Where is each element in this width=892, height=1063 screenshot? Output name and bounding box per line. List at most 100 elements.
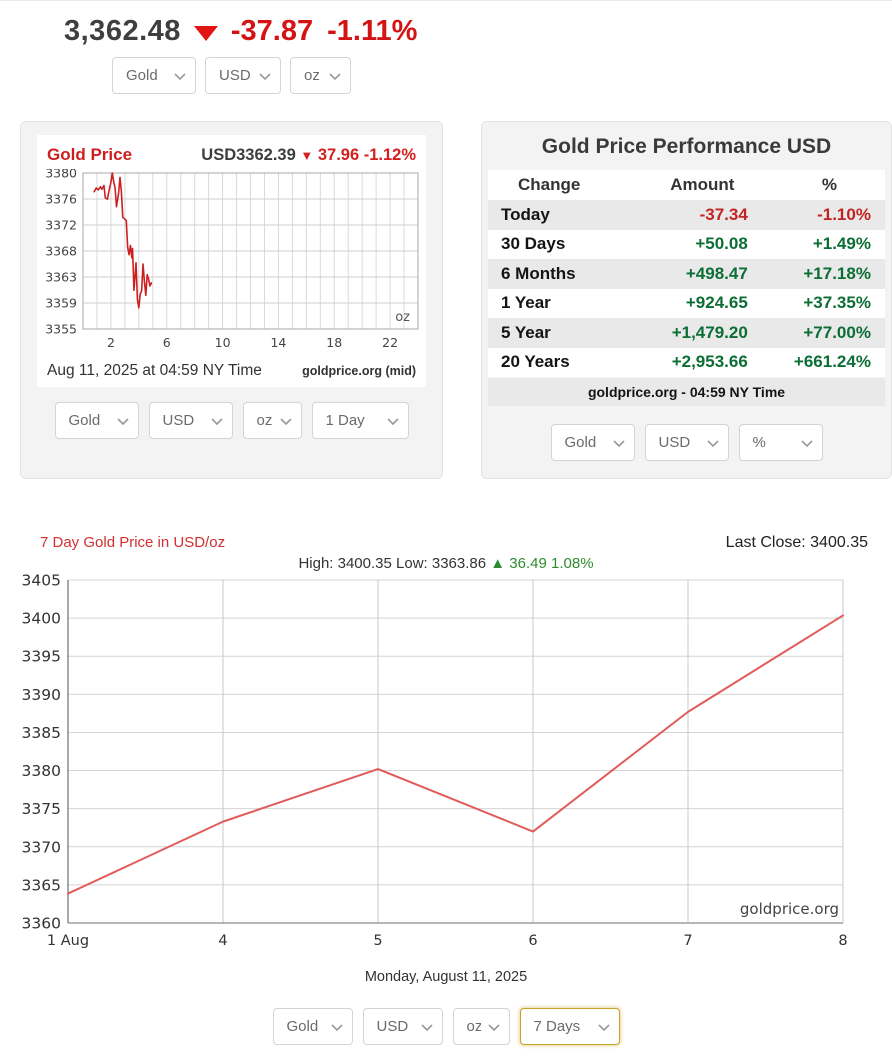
unit-select-wrapper: % (738, 424, 823, 461)
performance-selectors: Gold USD % (482, 424, 891, 461)
svg-text:6: 6 (528, 933, 537, 949)
table-row: 30 Days +50.08 +1.49% (488, 229, 885, 259)
currency-select-wrapper: USD (362, 1008, 443, 1045)
svg-text:7: 7 (683, 933, 692, 949)
svg-text:3380: 3380 (45, 169, 77, 181)
metal-select[interactable]: Gold (550, 424, 635, 461)
intraday-timestamp: Aug 11, 2025 at 04:59 NY Time (47, 362, 262, 379)
currency-select-wrapper: USD (205, 57, 281, 94)
intraday-quote-change: 37.96 -1.12% (317, 146, 416, 164)
intraday-chart: 3355 3359 3363 3368 3372 3376 3380 2 6 10 14 18 22 oz (45, 169, 419, 350)
currency-select-wrapper: USD (148, 402, 233, 439)
svg-text:6: 6 (163, 335, 171, 350)
svg-text:goldprice.org: goldprice.org (740, 900, 839, 918)
table-row: 1 Year +924.65 +37.35% (488, 288, 885, 318)
metal-select[interactable]: Gold (54, 402, 139, 439)
svg-text:3390: 3390 (22, 686, 61, 704)
top-quote: 3,362.48 -37.87 -1.11% (64, 15, 892, 48)
performance-table: Change Amount % Today -37.34 -1.10% 30 Days… (488, 170, 885, 377)
weekly-change-text: 36.49 1.08% (509, 555, 594, 572)
svg-text:3375: 3375 (22, 800, 61, 818)
unit-select-wrapper: oz (452, 1008, 510, 1045)
intraday-title: Gold Price (47, 145, 133, 164)
performance-table-body: Today -37.34 -1.10% 30 Days +50.08 +1.49% 6 Mo… (488, 200, 885, 377)
column-header-change: Change (518, 175, 581, 194)
unit-select[interactable]: % (738, 424, 823, 461)
svg-text:3370: 3370 (22, 838, 61, 856)
range-select-wrapper: 7 Days (519, 1008, 620, 1045)
performance-panel: Gold Price Performance USD Change Amount… (481, 121, 892, 479)
intraday-selectors: Gold USD oz 1 Day (21, 402, 442, 439)
performance-table-header: Change Amount % (488, 170, 885, 200)
unit-select[interactable]: oz (452, 1008, 510, 1045)
svg-text:3405: 3405 (22, 572, 61, 590)
currency-select[interactable]: USD (644, 424, 729, 461)
range-select[interactable]: 1 Day (311, 402, 409, 439)
column-header-percent: % (821, 175, 837, 194)
unit-select[interactable]: oz (290, 57, 351, 94)
currency-select-wrapper: USD (644, 424, 729, 461)
intraday-panel: Gold Price USD3362.39 ▼ 37.96 -1.12% 335… (20, 121, 443, 479)
unit-select-wrapper: oz (290, 57, 351, 94)
weekly-chart-title: 7 Day Gold Price in USD/oz (40, 534, 226, 551)
unit-select-wrapper: oz (242, 402, 302, 439)
spot-change-amount: -37.87 (230, 15, 314, 47)
svg-text:3360: 3360 (22, 915, 61, 933)
spot-price: 3,362.48 (64, 15, 181, 47)
metal-select[interactable]: Gold (112, 57, 196, 94)
svg-text:14: 14 (270, 335, 286, 350)
weekly-selectors: Gold USD oz 7 Days (0, 1008, 892, 1063)
top-selectors: Gold USD oz (112, 57, 892, 94)
table-row: Today -37.34 -1.10% (488, 200, 885, 230)
table-row: 5 Year +1,479.20 +77.00% (488, 318, 885, 348)
currency-select[interactable]: USD (205, 57, 281, 94)
performance-title: Gold Price Performance USD (541, 135, 832, 158)
metal-select-wrapper: Gold (550, 424, 635, 461)
svg-text:3355: 3355 (45, 322, 77, 337)
svg-text:4: 4 (218, 933, 227, 949)
metal-select[interactable]: Gold (272, 1008, 353, 1045)
spot-change-percent: -1.11% (327, 15, 418, 47)
down-triangle-icon: ▼ (300, 148, 314, 163)
svg-text:8: 8 (838, 933, 847, 949)
svg-text:3376: 3376 (45, 192, 77, 207)
svg-text:10: 10 (215, 335, 231, 350)
performance-footer: goldprice.org - 04:59 NY Time (488, 378, 885, 406)
down-triangle-icon (193, 25, 218, 41)
low-label: Low: 3363.86 (396, 555, 487, 572)
range-select[interactable]: 7 Days (519, 1008, 620, 1045)
svg-text:3372: 3372 (45, 218, 77, 233)
svg-text:3380: 3380 (22, 762, 61, 780)
intraday-chart-card: Gold Price USD3362.39 ▼ 37.96 -1.12% 335… (37, 135, 426, 387)
currency-select[interactable]: USD (362, 1008, 443, 1045)
up-triangle-icon: ▲ (490, 555, 506, 572)
svg-text:2: 2 (107, 335, 115, 350)
intraday-quote: USD3362.39 ▼ 37.96 -1.12% (201, 146, 416, 165)
svg-text:oz: oz (395, 310, 410, 325)
weekly-date-label: Monday, August 11, 2025 (364, 969, 528, 985)
currency-select[interactable]: USD (148, 402, 233, 439)
metal-select-wrapper: Gold (272, 1008, 353, 1045)
svg-text:3368: 3368 (45, 244, 77, 259)
metal-select-wrapper: Gold (112, 57, 196, 94)
svg-text:3400: 3400 (22, 610, 61, 628)
last-close-label: Last Close: 3400.35 (725, 534, 868, 551)
svg-text:3365: 3365 (22, 876, 61, 894)
svg-text:22: 22 (382, 335, 398, 350)
column-header-amount: Amount (670, 175, 735, 194)
svg-text:18: 18 (326, 335, 342, 350)
range-select-wrapper: 1 Day (311, 402, 409, 439)
intraday-source: goldprice.org (mid) (302, 364, 416, 378)
svg-text:5: 5 (373, 933, 382, 949)
unit-select[interactable]: oz (242, 402, 302, 439)
weekly-high-low: High: 3400.35 Low: 3363.86 ▲ 36.49 1.08% (0, 555, 892, 572)
high-label: High: 3400.35 (298, 555, 392, 572)
svg-text:1 Aug: 1 Aug (47, 933, 89, 949)
metal-select-wrapper: Gold (54, 402, 139, 439)
svg-text:3363: 3363 (45, 270, 77, 285)
svg-text:3359: 3359 (45, 296, 77, 311)
svg-text:3395: 3395 (22, 648, 61, 666)
intraday-quote-price: USD3362.39 (201, 146, 296, 164)
table-row: 20 Years +2,953.66 +661.24% (488, 347, 885, 377)
svg-text:3385: 3385 (22, 724, 61, 742)
